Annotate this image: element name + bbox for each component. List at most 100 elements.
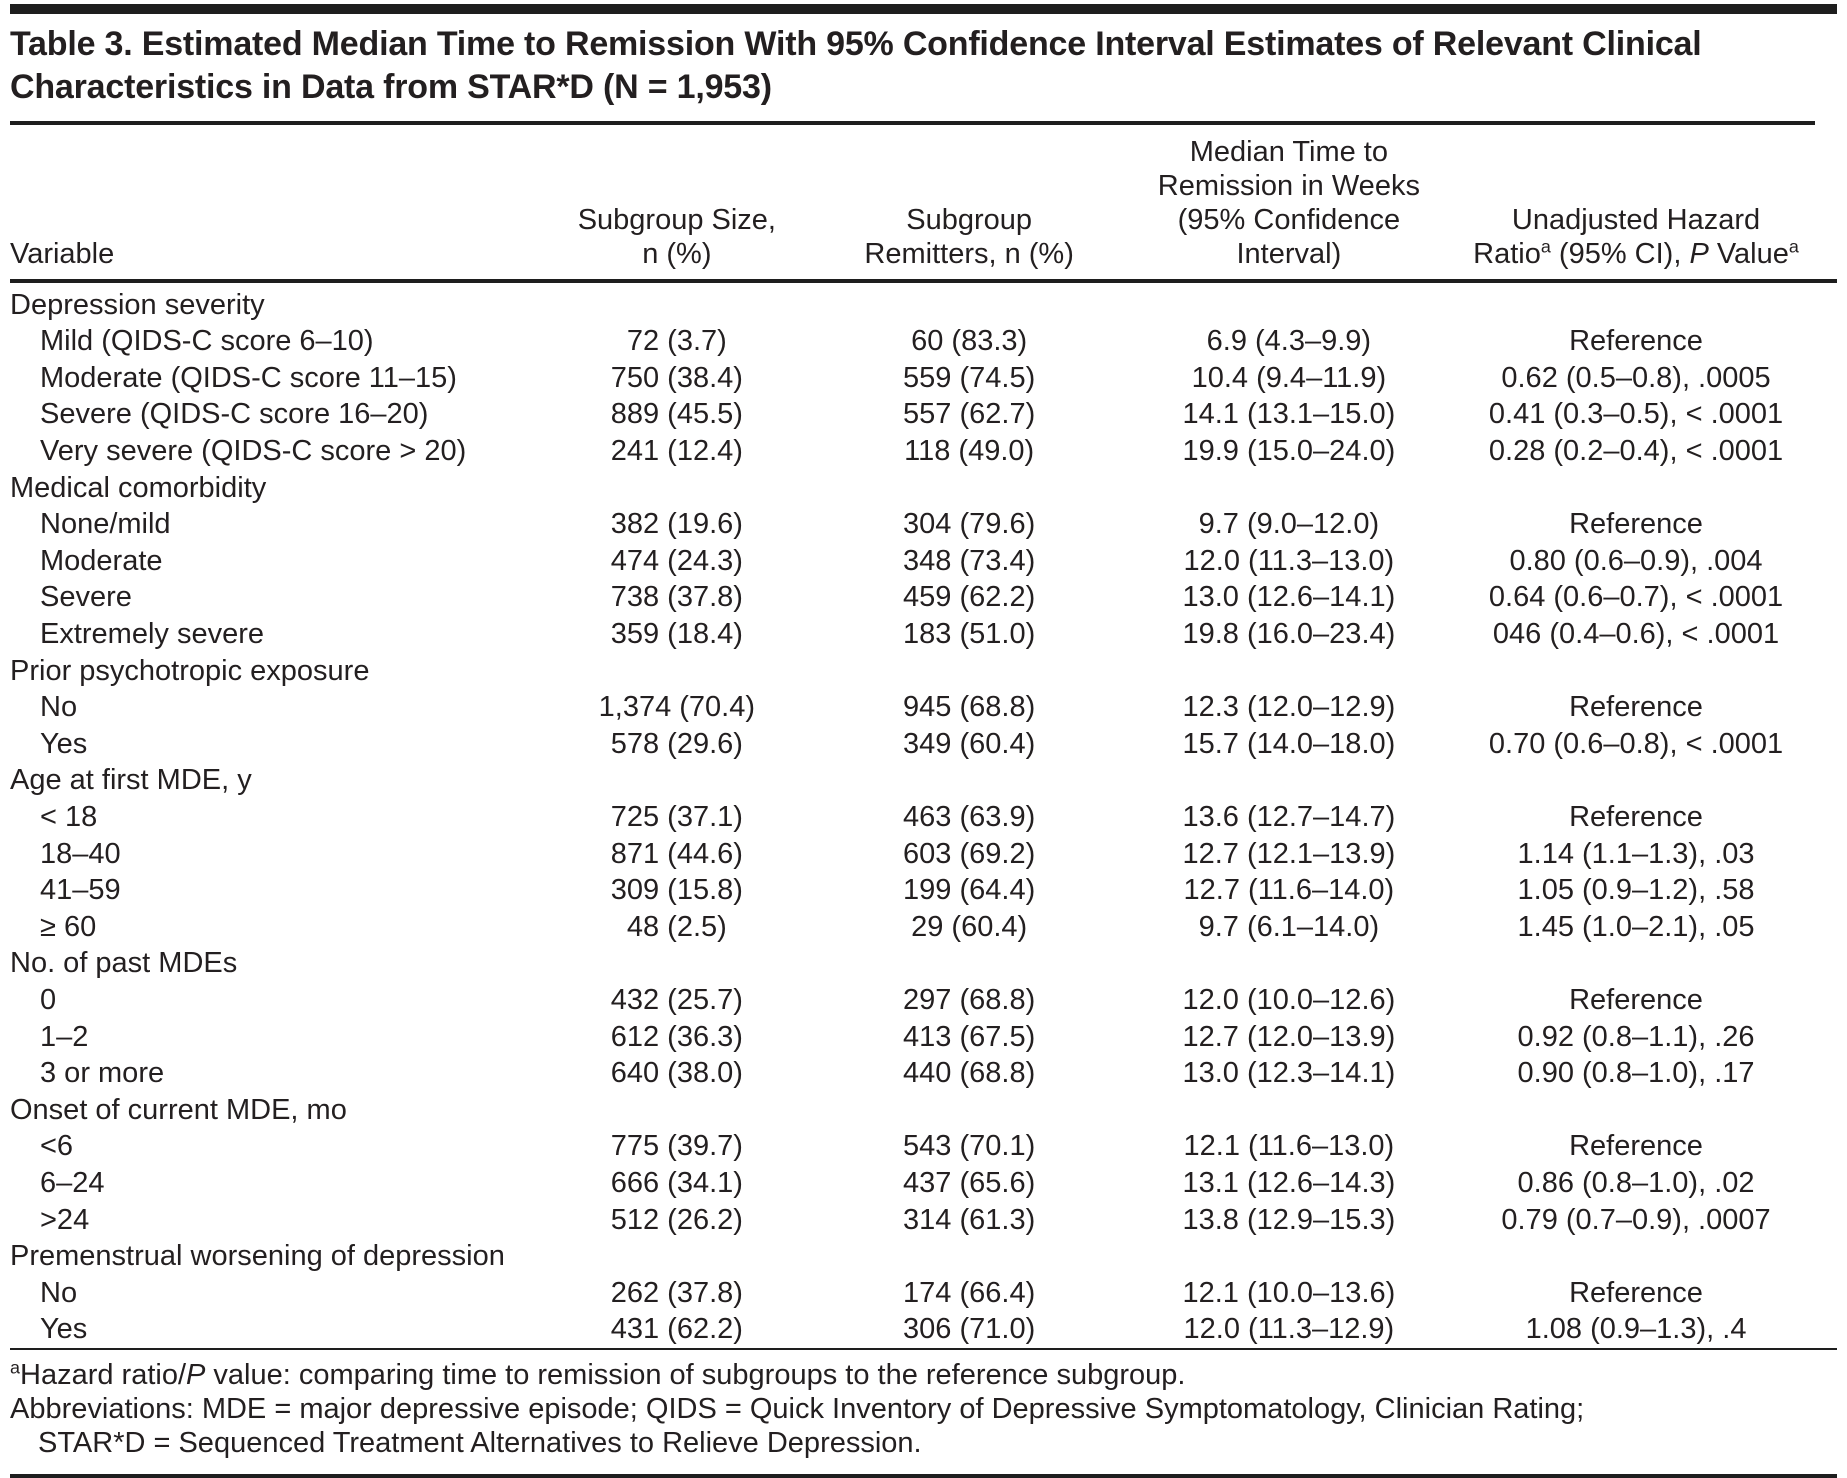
data-row: ≥ 60 48 (2.5) 29 (60.4) 9.7 (6.1–14.0) 1.45 … bbox=[10, 909, 1837, 946]
cell-subgroup-size: 871 (44.6) bbox=[610, 837, 743, 870]
footnote-marker-a: a bbox=[1788, 236, 1799, 256]
section-label: No. of past MDEs bbox=[10, 947, 238, 980]
cell-variable: <6 bbox=[40, 1130, 74, 1163]
cell-subgroup-size: 431 (62.2) bbox=[610, 1313, 743, 1346]
cell-hazard-ratio: 0.92 (0.8–1.1), .26 bbox=[1517, 1020, 1755, 1053]
cell-median-time: 12.7 (11.6–14.0) bbox=[1183, 874, 1395, 907]
subgroup-size-line2: n (%) bbox=[642, 237, 712, 270]
cell-variable: < 18 bbox=[40, 800, 98, 833]
cell-subgroup-size: 309 (15.8) bbox=[610, 874, 743, 907]
cell-variable: Moderate (QIDS-C score 11–15) bbox=[40, 361, 457, 394]
data-row: Yes 431 (62.2) 306 (71.0) 12.0 (11.3–12.9) 1… bbox=[10, 1311, 1837, 1348]
section-row: Premenstrual worsening of depression bbox=[10, 1238, 1837, 1275]
cell-variable: No bbox=[40, 691, 78, 724]
cell-hazard-ratio: 0.86 (0.8–1.0), .02 bbox=[1517, 1166, 1755, 1199]
section-label: Premenstrual worsening of depression bbox=[10, 1240, 505, 1273]
cell-remitters: 437 (65.6) bbox=[903, 1166, 1036, 1199]
cell-median-time: 12.0 (11.3–12.9) bbox=[1183, 1313, 1395, 1346]
cell-median-time: 12.0 (11.3–13.0) bbox=[1183, 544, 1395, 577]
cell-hazard-ratio: 0.79 (0.7–0.9), .0007 bbox=[1501, 1203, 1771, 1236]
cell-remitters: 559 (74.5) bbox=[903, 361, 1036, 394]
data-row: 6–24 666 (34.1) 437 (65.6) 13.1 (12.6–14.3)… bbox=[10, 1165, 1837, 1202]
column-header-remitters: Subgroup Remitters, n (%) bbox=[795, 124, 1143, 283]
cell-remitters: 349 (60.4) bbox=[903, 727, 1036, 760]
section-label: Medical comorbidity bbox=[10, 471, 267, 504]
table-figure: Table 3. Estimated Median Time to Remiss… bbox=[0, 4, 1847, 1478]
section-row: Depression severity bbox=[10, 281, 1837, 324]
data-row: Severe 738 (37.8) 459 (62.2) 13.0 (12.6–14.… bbox=[10, 579, 1837, 616]
footnote-abbreviations-line2: STAR*D = Sequenced Treatment Alternative… bbox=[38, 1426, 922, 1459]
cell-hazard-ratio: 0.80 (0.6–0.9), .004 bbox=[1509, 544, 1763, 577]
cell-hazard-ratio: 0.28 (0.2–0.4), < .0001 bbox=[1488, 435, 1784, 468]
cell-hazard-ratio: 1.14 (1.1–1.3), .03 bbox=[1517, 837, 1755, 870]
cell-variable: 41–59 bbox=[40, 874, 121, 907]
cell-hazard-ratio: Reference bbox=[1569, 508, 1703, 541]
data-row: 18–40 871 (44.6) 603 (69.2) 12.7 (12.1–13.9… bbox=[10, 836, 1837, 873]
cell-median-time: 13.8 (12.9–15.3) bbox=[1182, 1203, 1396, 1236]
cell-subgroup-size: 612 (36.3) bbox=[610, 1020, 743, 1053]
cell-remitters: 440 (68.8) bbox=[903, 1057, 1036, 1090]
data-row: >24 512 (26.2) 314 (61.3) 13.8 (12.9–15.3) 0… bbox=[10, 1202, 1837, 1239]
cell-median-time: 9.7 (9.0–12.0) bbox=[1198, 508, 1380, 541]
cell-hazard-ratio: 046 (0.4–0.6), < .0001 bbox=[1492, 618, 1780, 650]
data-row: Mild (QIDS-C score 6–10) 72 (3.7) 60 (83.3… bbox=[10, 323, 1837, 360]
cell-median-time: 9.7 (6.1–14.0) bbox=[1198, 910, 1380, 943]
cell-subgroup-size: 725 (37.1) bbox=[610, 800, 743, 833]
cell-hazard-ratio: 0.41 (0.3–0.5), < .0001 bbox=[1488, 398, 1784, 431]
cell-variable: None/mild bbox=[40, 508, 171, 541]
data-row: 41–59 309 (15.8) 199 (64.4) 12.7 (11.6–14.0… bbox=[10, 872, 1837, 909]
table-header: Variable Subgroup Size, n (%) Subgroup R… bbox=[10, 124, 1837, 283]
cell-variable: 0 bbox=[40, 983, 57, 1016]
cell-subgroup-size: 1,374 (70.4) bbox=[598, 691, 756, 724]
footnote-marker-a: a bbox=[10, 1357, 20, 1378]
cell-remitters: 60 (83.3) bbox=[911, 325, 1028, 358]
cell-hazard-ratio: Reference bbox=[1569, 1130, 1703, 1163]
median-time-line1: Median Time to bbox=[1189, 135, 1388, 168]
section-label: Onset of current MDE, mo bbox=[10, 1093, 347, 1126]
cell-variable: 6–24 bbox=[40, 1166, 105, 1199]
cell-remitters: 603 (69.2) bbox=[903, 837, 1036, 870]
cell-hazard-ratio: 1.08 (0.9–1.3), .4 bbox=[1525, 1313, 1747, 1346]
data-row: No 1,374 (70.4) 945 (68.8) 12.3 (12.0–12.9)… bbox=[10, 689, 1837, 726]
cell-subgroup-size: 738 (37.8) bbox=[610, 581, 743, 614]
cell-hazard-ratio: 0.64 (0.6–0.7), < .0001 bbox=[1488, 581, 1784, 614]
cell-subgroup-size: 512 (26.2) bbox=[610, 1203, 743, 1236]
data-row: None/mild 382 (19.6) 304 (79.6) 9.7 (9.0–12… bbox=[10, 506, 1837, 543]
cell-remitters: 304 (79.6) bbox=[903, 508, 1036, 541]
cell-variable: Extremely severe bbox=[40, 618, 265, 650]
section-row: No. of past MDEs bbox=[10, 945, 1837, 982]
header-row: Variable Subgroup Size, n (%) Subgroup R… bbox=[10, 124, 1837, 283]
cell-hazard-ratio: 1.45 (1.0–2.1), .05 bbox=[1517, 910, 1755, 943]
cell-median-time: 13.0 (12.3–14.1) bbox=[1182, 1057, 1396, 1090]
column-header-median-time: Median Time to Remission in Weeks (95% C… bbox=[1142, 124, 1436, 283]
cell-median-time: 12.1 (11.6–13.0) bbox=[1183, 1130, 1395, 1163]
hazard-line1: Unadjusted Hazard bbox=[1511, 203, 1761, 236]
data-row: Very severe (QIDS-C score > 20) 241 (12.4… bbox=[10, 433, 1837, 470]
cell-subgroup-size: 775 (39.7) bbox=[610, 1130, 743, 1163]
cell-median-time: 6.9 (4.3–9.9) bbox=[1206, 325, 1372, 358]
cell-subgroup-size: 382 (19.6) bbox=[610, 508, 743, 541]
cell-subgroup-size: 262 (37.8) bbox=[610, 1276, 743, 1309]
cell-median-time: 19.8 (16.0–23.4) bbox=[1182, 618, 1396, 650]
section-row: Prior psychotropic exposure bbox=[10, 653, 1837, 690]
cell-remitters: 199 (64.4) bbox=[903, 874, 1036, 907]
cell-variable: Moderate bbox=[40, 544, 163, 577]
remitters-line2: Remitters, n (%) bbox=[864, 237, 1074, 270]
column-header-variable: Variable bbox=[10, 124, 559, 283]
cell-remitters: 118 (49.0) bbox=[904, 435, 1035, 468]
data-row: Moderate 474 (24.3) 348 (73.4) 12.0 (11.3–1… bbox=[10, 543, 1837, 580]
cell-remitters: 306 (71.0) bbox=[903, 1313, 1036, 1346]
cell-subgroup-size: 432 (25.7) bbox=[610, 983, 743, 1016]
cell-remitters: 174 (66.4) bbox=[903, 1276, 1036, 1309]
cell-hazard-ratio: Reference bbox=[1569, 1276, 1703, 1309]
cell-subgroup-size: 241 (12.4) bbox=[610, 435, 743, 468]
cell-subgroup-size: 72 (3.7) bbox=[626, 325, 727, 358]
data-row: Severe (QIDS-C score 16–20) 889 (45.5) 557… bbox=[10, 396, 1837, 433]
subgroup-size-line1: Subgroup Size, bbox=[577, 203, 776, 236]
top-rule-bar bbox=[10, 4, 1837, 14]
cell-hazard-ratio: Reference bbox=[1569, 325, 1703, 358]
remitters-line1: Subgroup bbox=[906, 203, 1033, 236]
data-row: 0 432 (25.7) 297 (68.8) 12.0 (10.0–12.6) Ref… bbox=[10, 982, 1837, 1019]
cell-remitters: 183 (51.0) bbox=[903, 618, 1036, 650]
p-value-italic: P bbox=[186, 1358, 206, 1391]
